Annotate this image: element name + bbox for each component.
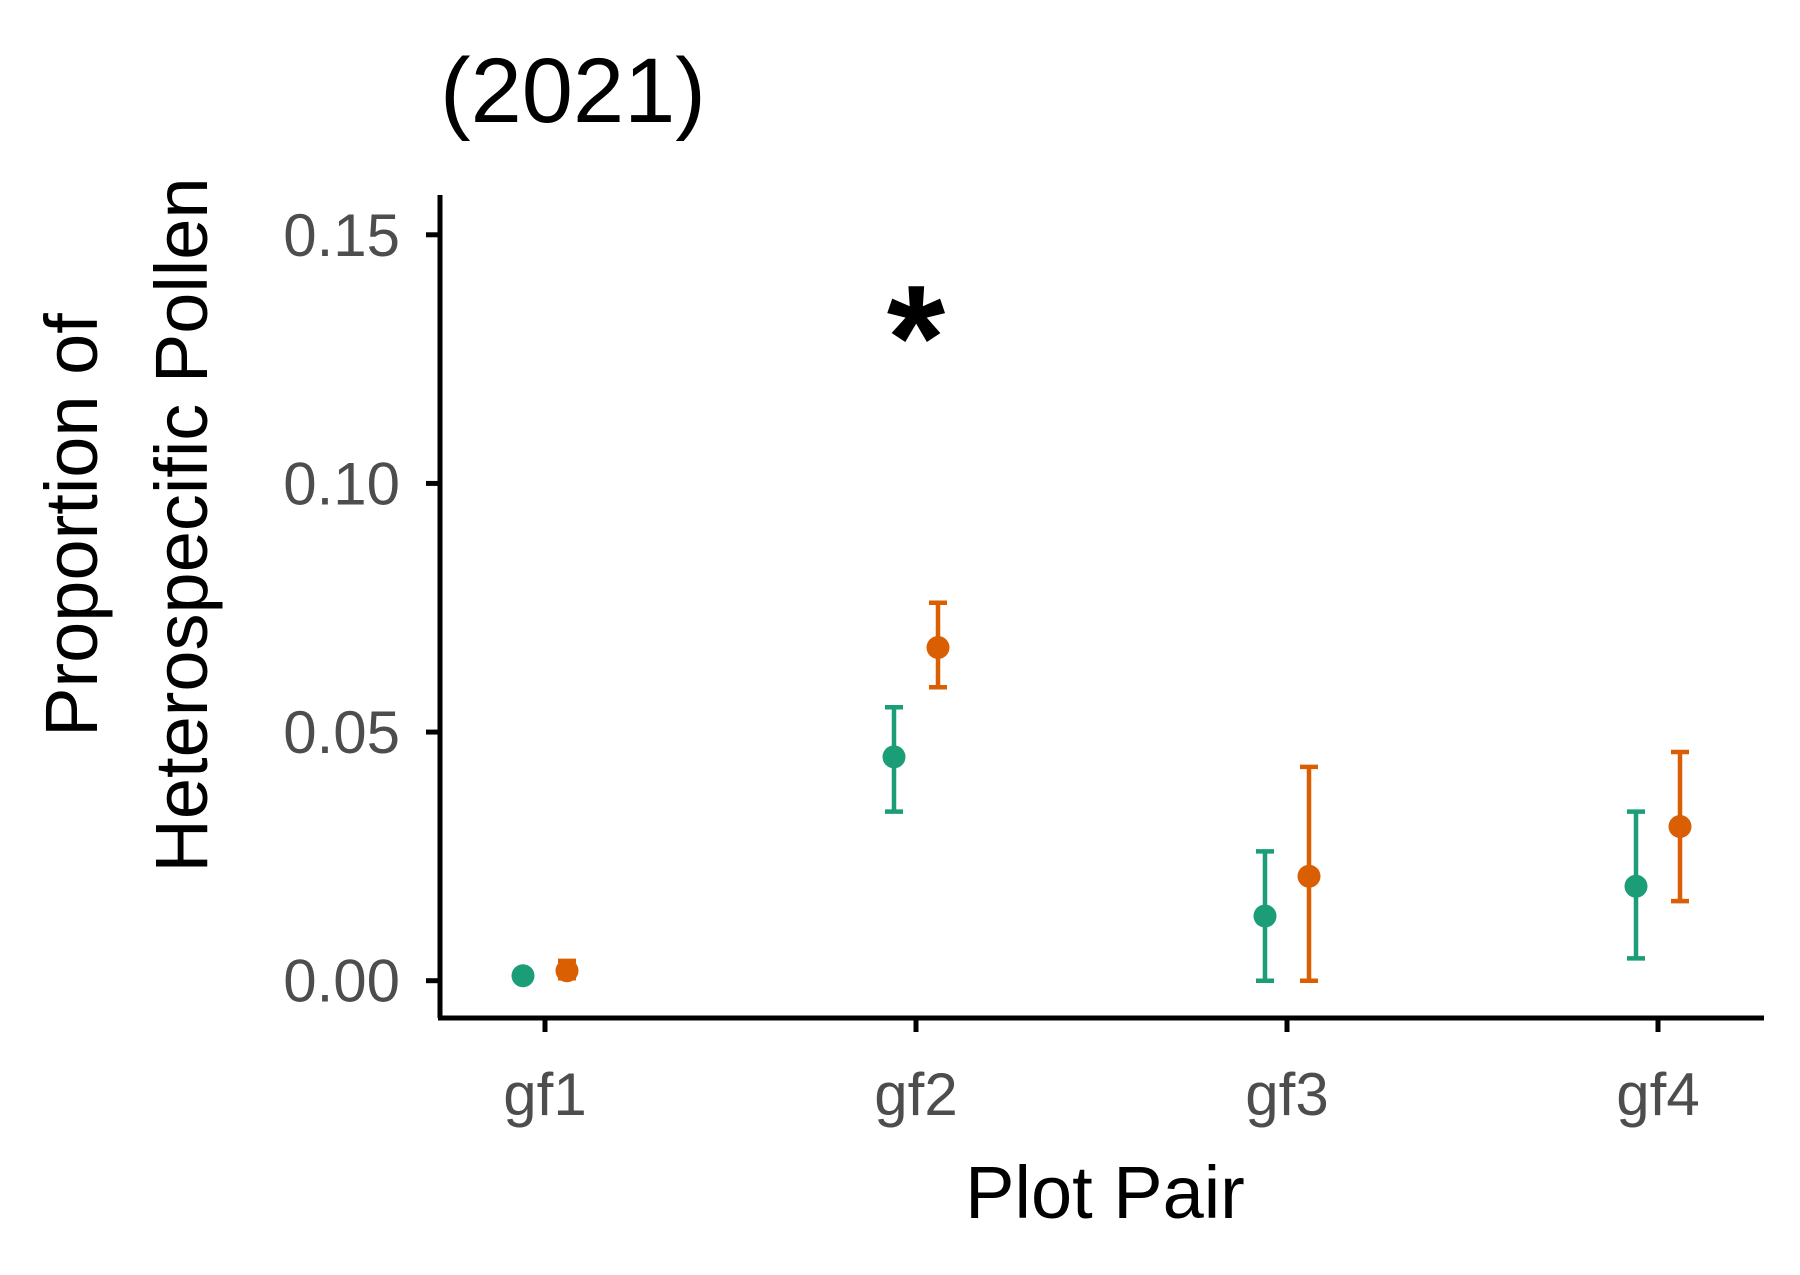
data-point (1624, 874, 1648, 898)
plot-marks (511, 600, 1692, 988)
data-point (1253, 904, 1277, 928)
y-tick-label: 0.05 (283, 699, 400, 766)
series-2 (555, 600, 1692, 983)
data-point (511, 964, 535, 988)
x-axis-ticks: gf1 gf2 gf3 gf4 (503, 1018, 1700, 1128)
y-axis-title-line-1: Proportion of (30, 313, 113, 737)
y-tick-label: 0.00 (283, 948, 400, 1015)
data-point (882, 745, 906, 769)
x-tick-label: gf4 (1616, 1061, 1699, 1128)
x-tick-label: gf1 (503, 1061, 586, 1128)
data-point (1668, 815, 1692, 839)
y-tick-label: 0.15 (283, 202, 400, 269)
data-point (926, 636, 950, 660)
data-point (1297, 864, 1321, 888)
y-tick-label: 0.10 (283, 450, 400, 517)
x-tick-label: gf2 (874, 1061, 957, 1128)
y-axis-title-line-2: Heterospecific Pollen (140, 177, 223, 872)
y-axis-ticks: 0.00 0.05 0.10 0.15 (283, 202, 440, 1015)
annotations: * (887, 253, 946, 421)
y-axis-title: Proportion of Heterospecific Pollen (30, 177, 223, 872)
data-point (555, 959, 579, 983)
series-1 (511, 704, 1648, 988)
x-axis-title: Plot Pair (965, 1151, 1245, 1234)
significance-marker: * (887, 253, 946, 421)
chart-title: (2021) (440, 40, 706, 142)
x-tick-label: gf3 (1245, 1061, 1328, 1128)
